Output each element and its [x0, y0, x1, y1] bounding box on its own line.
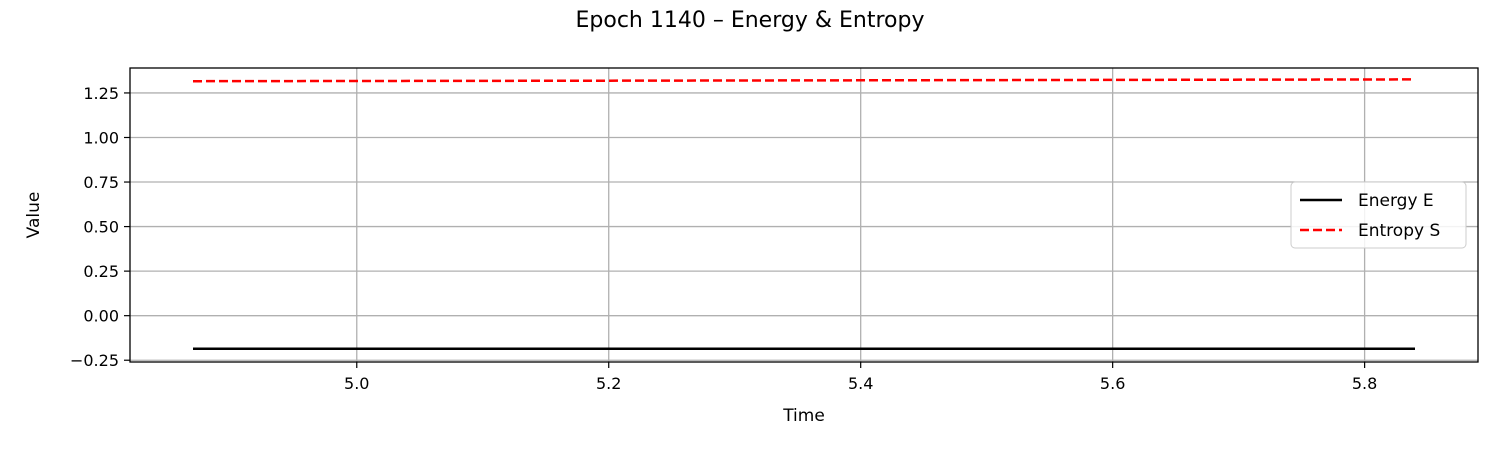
grid [130, 68, 1478, 362]
y-tick-label: 0.50 [83, 218, 119, 237]
x-tick-label: 5.6 [1100, 374, 1125, 393]
y-tick-label: −0.25 [70, 351, 119, 370]
y-tick-label: 0.00 [83, 307, 119, 326]
x-tick-label: 5.2 [596, 374, 621, 393]
y-axis-label: Value [24, 192, 44, 239]
x-tick-label: 5.4 [848, 374, 873, 393]
x-tick-label: 5.0 [344, 374, 369, 393]
plot-frame [129, 67, 1479, 363]
x-axis-label: Time [782, 406, 825, 426]
legend-box [1290, 181, 1467, 249]
y-tick-label: 1.00 [83, 128, 119, 147]
legend: Energy E Entropy S [1290, 181, 1467, 249]
legend-label-energy: Energy E [1358, 191, 1434, 211]
y-tick-label: 1.25 [83, 84, 119, 103]
y-tick-label: 0.25 [83, 262, 119, 281]
ticks: 5.0 5.2 5.4 5.6 5.8 −0.25 0.00 0.25 0.50 0.75 1.00… [70, 84, 1377, 393]
series-line-entropy-s [192, 78, 1416, 83]
x-tick-label: 5.8 [1352, 374, 1377, 393]
chart-title: Epoch 1140 – Energy & Entropy [576, 8, 925, 33]
y-tick-label: 0.75 [83, 173, 119, 192]
series-layer [192, 78, 1416, 351]
legend-label-entropy: Entropy S [1358, 221, 1440, 241]
